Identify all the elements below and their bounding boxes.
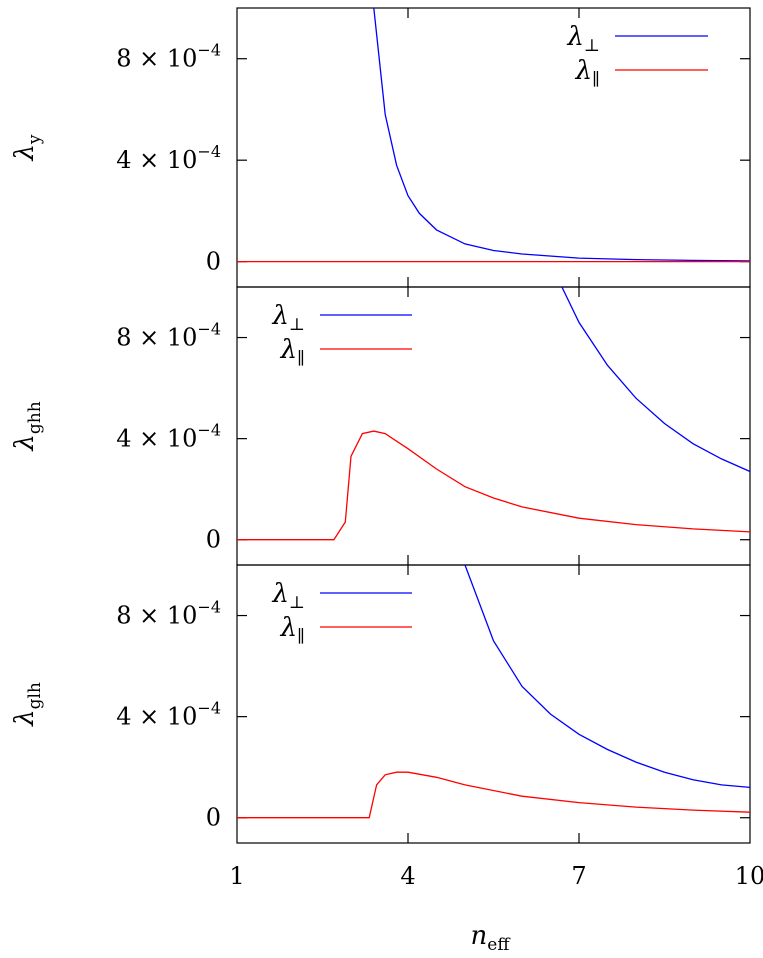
y-tick-label: 0	[206, 248, 221, 276]
legend-label-perp: λ⊥	[567, 22, 600, 56]
legend-label-par: λ∥	[280, 335, 305, 369]
y-tick-label: 4 × 10−4	[116, 421, 221, 453]
series-line-perp	[464, 565, 750, 789]
series-line-perp	[373, 8, 750, 262]
x-tick-label: 7	[571, 862, 586, 890]
y-tick-label: 4 × 10−4	[116, 142, 221, 174]
panel-2: 0 4 × 10−4 8 × 10−4 λ⊥λ∥ λghh	[10, 286, 751, 566]
panel-1: 0 4 × 10−4 8 × 10−4 λ⊥λ∥ λy	[10, 7, 751, 288]
legend-label-par: λ∥	[280, 613, 305, 647]
series-line-par	[237, 771, 750, 819]
series-line-par	[237, 430, 750, 541]
plot-frame	[236, 286, 751, 566]
y-tick-label: 8 × 10−4	[116, 598, 221, 630]
x-axis-label: neff	[471, 921, 512, 955]
plot-frame	[236, 7, 751, 288]
panel-3: 0 4 × 10−4 8 × 10−4 λ⊥λ∥ λglh	[10, 564, 751, 844]
x-tick-label: 4	[400, 862, 415, 890]
x-tick-label: 1	[229, 862, 244, 890]
series-line-perp	[561, 287, 750, 473]
y-tick-label: 8 × 10−4	[116, 320, 221, 352]
y-tick-label: 0	[206, 804, 221, 832]
y-axis-label: λghh	[10, 401, 45, 451]
y-axis-label: λy	[10, 134, 45, 161]
legend-label-perp: λ⊥	[272, 579, 305, 613]
x-tick-label: 10	[735, 862, 763, 890]
plot-frame	[236, 564, 751, 844]
y-tick-label: 4 × 10−4	[116, 699, 221, 731]
legend-label-par: λ∥	[575, 56, 600, 90]
legend-label-perp: λ⊥	[272, 301, 305, 335]
y-tick-label: 8 × 10−4	[116, 41, 221, 73]
y-axis-label: λglh	[10, 682, 45, 727]
y-tick-label: 0	[206, 526, 221, 554]
